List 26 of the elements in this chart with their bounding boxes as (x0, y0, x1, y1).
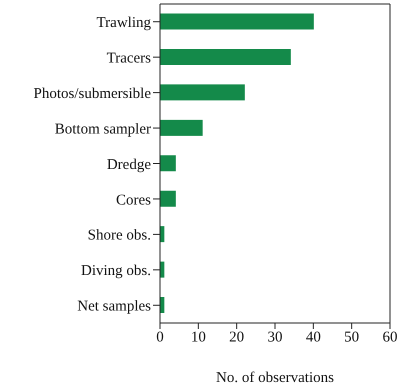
x-tick-label: 50 (344, 330, 360, 346)
x-tick-label: 40 (306, 330, 321, 346)
y-tick-label: Trawling (96, 15, 152, 32)
bar (160, 14, 314, 30)
y-tick-label: Shore obs. (88, 228, 151, 244)
y-tick-label: Bottom sampler (54, 121, 151, 138)
bar (160, 120, 203, 136)
bar (160, 48, 291, 65)
y-tick-label: Net samples (77, 298, 152, 315)
bar (160, 155, 176, 172)
x-tick-label: 30 (268, 330, 282, 346)
x-tick-label: 20 (229, 330, 244, 346)
bar (160, 297, 164, 314)
bar (160, 190, 176, 207)
y-tick-label: Photos/submersible (33, 86, 152, 102)
bar (160, 262, 164, 278)
y-tick-label: Diving obs. (80, 263, 151, 280)
y-tick-label: Tracers (106, 50, 152, 66)
y-tick-label: Cores (116, 192, 152, 208)
x-axis-title: No. of observations (216, 370, 334, 386)
x-tick-label: 60 (382, 330, 398, 346)
x-tick-label: 10 (190, 330, 206, 346)
bar (160, 226, 164, 242)
x-tick-label: 0 (156, 330, 164, 346)
y-tick-label: Dredge (106, 156, 152, 173)
bar (160, 84, 245, 100)
